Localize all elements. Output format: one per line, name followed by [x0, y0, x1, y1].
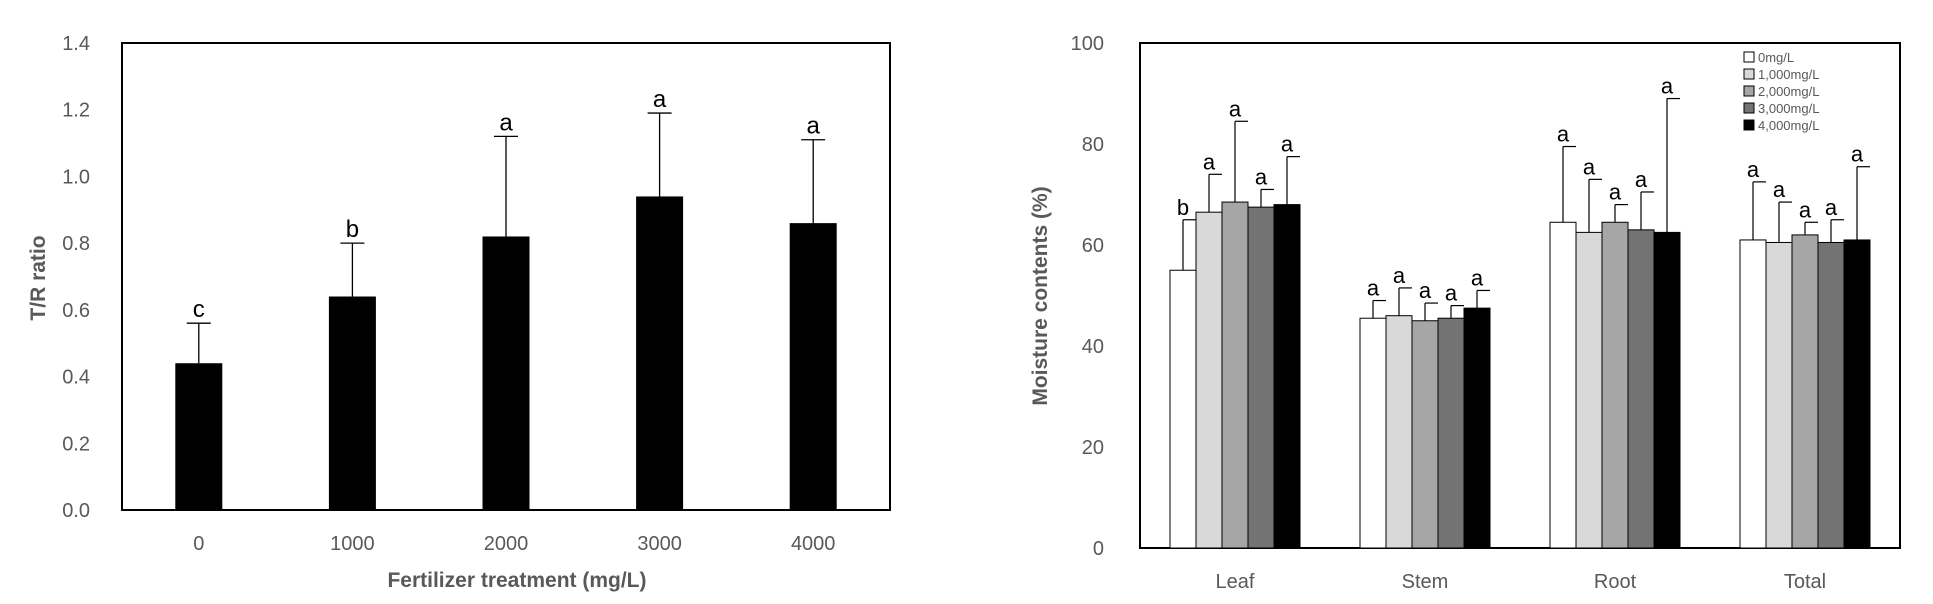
chart2-significance-letter: a — [1255, 164, 1268, 189]
chart2-significance-letter: a — [1825, 195, 1838, 220]
chart1-bar — [636, 196, 684, 510]
chart2-bar — [1221, 201, 1249, 549]
chart2-y-tick-label: 20 — [1082, 437, 1104, 459]
chart2-bar — [1627, 229, 1655, 549]
chart1-significance-letter: a — [807, 113, 821, 140]
chart2-significance-letter: a — [1203, 149, 1216, 174]
chart2-legend-swatch — [1743, 68, 1755, 80]
chart1-bar — [482, 236, 530, 510]
chart1-y-tick-label: 1.2 — [62, 100, 90, 122]
chart-marks: 0.00.20.40.60.81.01.21.40c1000b2000a3000… — [62, 33, 1901, 593]
chart2-significance-letter: a — [1445, 281, 1458, 306]
chart2-x-tick-label: Root — [1594, 571, 1637, 593]
chart2-bar — [1169, 269, 1197, 549]
chart1-x-axis-label: Fertilizer treatment (mg/L) — [387, 569, 646, 592]
chart2-significance-letter: b — [1177, 195, 1189, 220]
chart2-y-axis-label: Moisture contents (%) — [1029, 186, 1052, 405]
chart2-bar — [1195, 211, 1223, 549]
chart2-bar — [1791, 234, 1819, 549]
chart1-x-tick-label: 0 — [193, 533, 204, 555]
chart2-significance-letter: a — [1851, 142, 1864, 167]
chart2-significance-letter: a — [1635, 167, 1648, 192]
chart1-x-tick-label: 3000 — [637, 533, 682, 555]
chart2-significance-letter: a — [1393, 263, 1406, 288]
chart2-legend-label: 0mg/L — [1758, 50, 1794, 65]
chart2-legend-swatch — [1743, 85, 1755, 97]
chart2-bar — [1843, 239, 1871, 549]
chart2-bar — [1549, 221, 1577, 549]
chart1-x-tick-label: 4000 — [791, 533, 836, 555]
chart1-significance-letter: b — [346, 216, 359, 243]
chart2-significance-letter: a — [1773, 177, 1786, 202]
chart2-x-tick-label: Stem — [1402, 571, 1449, 593]
chart1-bar — [328, 296, 376, 510]
chart2-legend-swatch — [1743, 119, 1755, 131]
chart1-y-tick-label: 0.6 — [62, 300, 90, 322]
chart1-y-tick-label: 1.4 — [62, 33, 90, 55]
chart1-bar — [175, 363, 223, 510]
chart2-legend-swatch — [1743, 51, 1755, 63]
chart2-bar — [1411, 320, 1439, 549]
chart2-legend-label: 3,000mg/L — [1758, 101, 1819, 116]
chart2-significance-letter: a — [1661, 74, 1674, 99]
chart1-y-tick-label: 0.4 — [62, 367, 90, 389]
chart2-significance-letter: a — [1281, 132, 1294, 157]
chart2-legend-label: 1,000mg/L — [1758, 67, 1819, 82]
chart2-bar — [1359, 317, 1387, 549]
chart2-bar — [1385, 315, 1413, 549]
chart2-y-tick-label: 100 — [1071, 33, 1104, 55]
chart2-bar — [1817, 241, 1845, 549]
chart2-bar — [1463, 307, 1491, 549]
chart2-significance-letter: a — [1419, 278, 1432, 303]
chart2-y-tick-label: 60 — [1082, 235, 1104, 257]
chart1-y-tick-label: 0.8 — [62, 233, 90, 255]
chart1-bar — [789, 223, 837, 510]
chart2-x-tick-label: Leaf — [1216, 571, 1255, 593]
chart2-bar — [1601, 221, 1629, 549]
chart2-legend-label: 2,000mg/L — [1758, 84, 1819, 99]
chart2-significance-letter: a — [1799, 197, 1812, 222]
chart2-significance-letter: a — [1229, 96, 1242, 121]
chart2-y-tick-label: 80 — [1082, 134, 1104, 156]
chart1-y-tick-label: 0.2 — [62, 433, 90, 455]
chart2-bar — [1765, 241, 1793, 549]
chart1-y-tick-label: 0.0 — [62, 500, 90, 522]
chart2-significance-letter: a — [1557, 122, 1570, 147]
chart1-y-tick-label: 1.0 — [62, 166, 90, 188]
chart1-significance-letter: c — [193, 296, 205, 323]
chart2: Moisture contents (%) — [1029, 186, 1052, 405]
chart2-y-tick-label: 40 — [1082, 336, 1104, 358]
chart2-significance-letter: a — [1583, 154, 1596, 179]
chart1: Fertilizer treatment (mg/L) T/R ratio — [27, 235, 647, 592]
chart2-bar — [1575, 231, 1603, 549]
chart2-plot-frame — [1139, 42, 1901, 549]
chart1-significance-letter: a — [499, 109, 513, 136]
chart2-significance-letter: a — [1609, 180, 1622, 205]
chart2-bar — [1437, 317, 1465, 549]
chart2-significance-letter: a — [1367, 276, 1380, 301]
chart2-bar — [1247, 206, 1275, 549]
chart1-y-axis-label: T/R ratio — [27, 235, 50, 320]
chart1-x-tick-label: 2000 — [484, 533, 529, 555]
chart2-x-tick-label: Total — [1784, 571, 1826, 593]
chart2-significance-letter: a — [1471, 265, 1484, 290]
chart1-significance-letter: a — [653, 86, 667, 113]
chart2-y-tick-label: 0 — [1093, 538, 1104, 560]
chart2-legend-swatch — [1743, 102, 1755, 114]
chart2-bar — [1273, 204, 1301, 549]
chart2-legend-label: 4,000mg/L — [1758, 118, 1819, 133]
chart2-significance-letter: a — [1747, 157, 1760, 182]
chart1-x-tick-label: 1000 — [330, 533, 375, 555]
chart2-bar — [1739, 239, 1767, 549]
chart2-bar — [1653, 231, 1681, 549]
